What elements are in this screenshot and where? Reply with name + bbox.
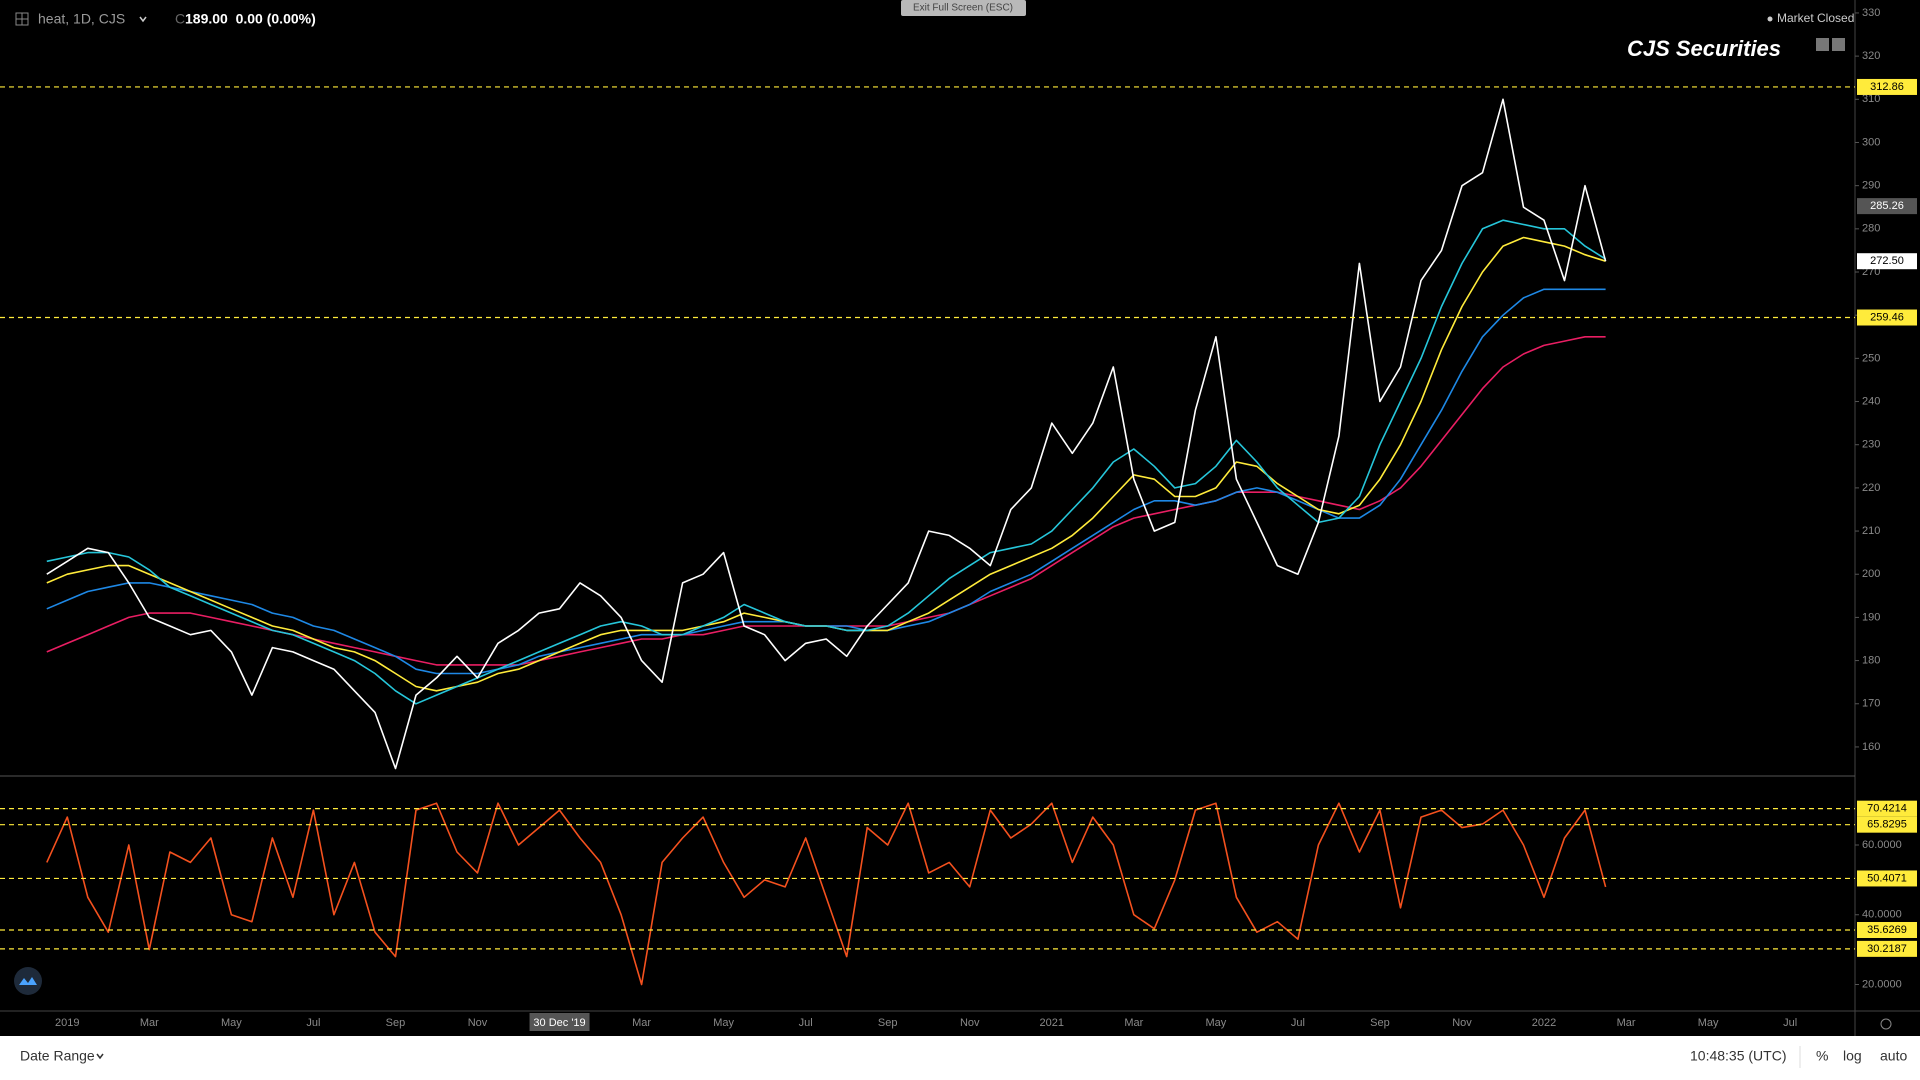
level-label-box: [1857, 309, 1917, 326]
exit-button[interactable]: [901, 0, 1026, 16]
maximize-button[interactable]: [1832, 38, 1845, 51]
x-tick-label: Sep: [386, 1017, 406, 1029]
x-tick-label: May: [1698, 1017, 1719, 1029]
y-tick-label: 300: [1862, 136, 1880, 148]
level-label: 285.26: [1870, 200, 1904, 212]
auto-toggle[interactable]: auto: [1880, 1048, 1907, 1064]
series-line: [46, 98, 1607, 770]
level-label-box: [1857, 922, 1917, 939]
logo[interactable]: [14, 967, 42, 995]
level-label: 312.86: [1870, 81, 1904, 93]
y-tick-label: 310: [1862, 93, 1880, 105]
symbol-chevron[interactable]: [139, 16, 147, 23]
x-tick-label: Mar: [140, 1017, 159, 1029]
level-label-box: [1857, 800, 1917, 817]
level-label-box: [1857, 78, 1917, 95]
x-tick-label: Jul: [1783, 1017, 1797, 1029]
y-tick-label: 280: [1862, 223, 1880, 235]
level-label-box: [1857, 816, 1917, 833]
x-tick-label: 30 Dec '19: [533, 1017, 585, 1029]
x-tick-label: 2022: [1532, 1017, 1556, 1029]
y-tick-label: 230: [1862, 439, 1880, 451]
y-tick-label: 180: [1862, 654, 1880, 666]
exit-button-label[interactable]: Exit Full Screen (ESC): [913, 3, 1013, 14]
logo-mark: [19, 977, 37, 985]
y-tick-label: 210: [1862, 525, 1880, 537]
ohlc-values: 189.00 0.00 (0.00%): [185, 11, 316, 27]
x-tick-label: 2019: [55, 1017, 79, 1029]
y-tick-label: 220: [1862, 482, 1880, 494]
settings-icon[interactable]: [1880, 1018, 1892, 1030]
level-label-box: [1857, 253, 1917, 270]
clock: 10:48:35 (UTC): [1690, 1048, 1786, 1064]
crosshair-time-box: [529, 1013, 590, 1031]
x-tick-label: Mar: [1124, 1017, 1143, 1029]
x-tick-label: Mar: [1617, 1017, 1636, 1029]
x-tick-label: Jul: [306, 1017, 320, 1029]
y-tick-label: 170: [1862, 698, 1880, 710]
series-line: [46, 802, 1607, 986]
level-label: 50.4071: [1867, 872, 1907, 884]
collapse-button[interactable]: [1816, 38, 1829, 51]
level-label: 35.6269: [1867, 924, 1907, 936]
x-tick-label: Nov: [1452, 1017, 1472, 1029]
status-dot: [1767, 16, 1773, 22]
level-label: 272.50: [1870, 255, 1904, 267]
level-label: 259.46: [1870, 311, 1904, 323]
y-tick-label: 290: [1862, 180, 1880, 192]
date-range-button[interactable]: Date Range: [20, 1048, 95, 1064]
y-tick-label: 20.0000: [1862, 978, 1902, 990]
x-tick-label: May: [1205, 1017, 1226, 1029]
level-label: 65.8295: [1867, 819, 1907, 831]
chart-title: CJS Securities: [1627, 36, 1781, 61]
series-line: [46, 219, 1607, 705]
ohlc-prefix: C: [175, 11, 185, 27]
level-label-box: [1857, 940, 1917, 957]
x-tick-label: May: [713, 1017, 734, 1029]
x-tick-label: Mar: [632, 1017, 651, 1029]
percent-toggle[interactable]: %: [1816, 1048, 1828, 1064]
x-tick-label: 2021: [1040, 1017, 1064, 1029]
x-tick-label: Jul: [799, 1017, 813, 1029]
y-tick-label: 330: [1862, 7, 1880, 19]
x-tick-label: May: [221, 1017, 242, 1029]
x-tick-label: Sep: [1370, 1017, 1390, 1029]
y-tick-label: 60.0000: [1862, 839, 1902, 851]
y-tick-label: 240: [1862, 395, 1880, 407]
market-status: Market Closed: [1777, 11, 1854, 25]
level-label: 30.2187: [1867, 943, 1907, 955]
level-label: 70.4214: [1867, 803, 1907, 815]
log-toggle[interactable]: log: [1843, 1048, 1862, 1064]
y-tick-label: 250: [1862, 352, 1880, 364]
x-tick-label: Nov: [468, 1017, 488, 1029]
bottom-bar: [0, 1036, 1920, 1080]
level-label-box: [1857, 870, 1917, 887]
x-tick-label: Jul: [1291, 1017, 1305, 1029]
y-tick-label: 40.0000: [1862, 909, 1902, 921]
y-tick-label: 190: [1862, 611, 1880, 623]
date-range-chevron[interactable]: [96, 1053, 104, 1060]
y-tick-label: 320: [1862, 50, 1880, 62]
x-tick-label: Sep: [878, 1017, 898, 1029]
y-tick-label: 200: [1862, 568, 1880, 580]
level-label-box: [1857, 198, 1917, 215]
x-tick-label: Nov: [960, 1017, 980, 1029]
y-tick-label: 160: [1862, 741, 1880, 753]
symbol-label[interactable]: heat, 1D, CJS: [38, 11, 125, 27]
